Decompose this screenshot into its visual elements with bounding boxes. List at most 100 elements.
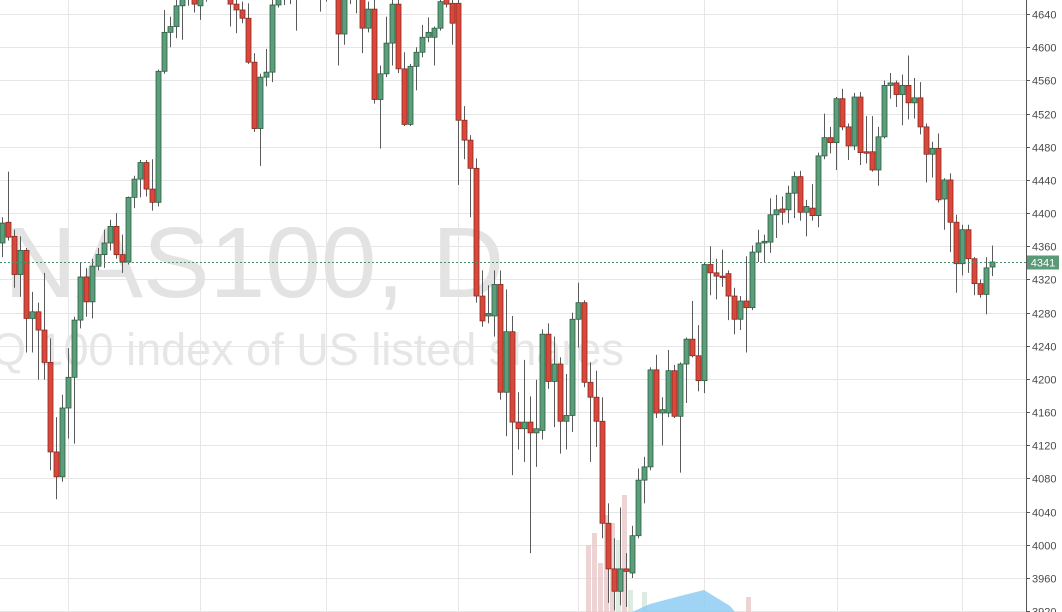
candle-body bbox=[179, 0, 186, 7]
volume-bar bbox=[586, 545, 591, 612]
candle-body bbox=[929, 148, 936, 155]
candle-up bbox=[701, 262, 708, 394]
candle-up bbox=[167, 16, 174, 48]
candle-body bbox=[965, 229, 972, 260]
candle-down bbox=[356, 0, 357, 14]
candle-body bbox=[611, 568, 618, 592]
candle-body bbox=[881, 85, 888, 138]
y-tick-label: 4440 bbox=[1032, 176, 1056, 188]
y-tick-label: 4040 bbox=[1032, 508, 1056, 520]
candle-body bbox=[701, 264, 708, 382]
candle-body bbox=[683, 338, 690, 365]
candle-down bbox=[965, 224, 972, 273]
candle-body bbox=[125, 196, 132, 263]
candle-body bbox=[755, 242, 762, 253]
candle-body bbox=[365, 8, 372, 29]
candle-down bbox=[395, 0, 402, 73]
candle-body bbox=[0, 222, 6, 244]
candle-down bbox=[227, 0, 234, 27]
y-tick-label: 4600 bbox=[1032, 43, 1056, 55]
candle-body bbox=[821, 137, 828, 157]
candle-body bbox=[467, 139, 474, 169]
candle-body bbox=[959, 229, 966, 265]
candle-down bbox=[605, 503, 612, 603]
candle-down bbox=[371, 0, 378, 104]
candle-down bbox=[53, 417, 60, 500]
candle-up bbox=[767, 198, 774, 253]
candle-up bbox=[941, 178, 948, 230]
candle-up bbox=[107, 219, 114, 251]
candle-body bbox=[941, 179, 948, 200]
candle-body bbox=[491, 284, 498, 317]
candle-down bbox=[653, 354, 660, 418]
candle-down bbox=[557, 357, 564, 454]
candle-up bbox=[419, 24, 426, 58]
candle-body bbox=[497, 284, 504, 393]
candle-body bbox=[335, 0, 342, 35]
candle-up bbox=[851, 92, 858, 151]
candle-down bbox=[797, 170, 804, 221]
candle-up bbox=[503, 289, 510, 437]
candle-body bbox=[575, 302, 582, 320]
candle-up bbox=[197, 0, 204, 20]
candle-up bbox=[785, 185, 792, 224]
candle-body bbox=[161, 31, 168, 72]
candle-body bbox=[413, 51, 420, 67]
candle-body bbox=[593, 396, 600, 422]
candle-up bbox=[59, 394, 66, 482]
y-tick-label: 4120 bbox=[1032, 441, 1056, 453]
candle-body bbox=[779, 208, 786, 213]
candle-body bbox=[935, 148, 942, 201]
candle-body bbox=[479, 295, 486, 322]
candle-up bbox=[425, 17, 432, 43]
y-tick-label: 4000 bbox=[1032, 541, 1056, 553]
candle-up bbox=[65, 348, 72, 439]
price-axis[interactable]: 3920 3960 4000 4040 4080 4120 4160 4200 4240 4280… bbox=[1026, 10, 1056, 612]
candle-down bbox=[947, 173, 954, 253]
volume-bar bbox=[592, 533, 597, 612]
candle-body bbox=[77, 276, 84, 321]
candle-down bbox=[11, 229, 18, 288]
candle-body bbox=[797, 176, 804, 213]
candle-body bbox=[761, 240, 768, 244]
candle-body bbox=[569, 318, 576, 416]
candle-down bbox=[359, 0, 366, 54]
candle-body bbox=[713, 272, 720, 277]
candle-body bbox=[509, 331, 516, 423]
candle-up bbox=[389, 0, 396, 66]
candle-down bbox=[623, 553, 630, 608]
y-tick-label: 4560 bbox=[1032, 76, 1056, 88]
candle-down bbox=[143, 160, 150, 197]
candle-body bbox=[665, 370, 672, 414]
candle-up bbox=[95, 247, 102, 271]
candle-up bbox=[413, 47, 420, 91]
candle-down bbox=[827, 126, 834, 154]
candle-down bbox=[845, 123, 852, 161]
candle-up bbox=[173, 0, 180, 39]
candle-up bbox=[206, 0, 207, 2]
candle-body bbox=[809, 207, 816, 217]
candle-down bbox=[839, 88, 846, 131]
candle-body bbox=[923, 126, 930, 155]
candle-down bbox=[695, 325, 702, 392]
candle-down bbox=[689, 301, 696, 358]
candle-up bbox=[131, 175, 138, 209]
candle-body bbox=[473, 167, 480, 297]
y-tick-label: 4160 bbox=[1032, 408, 1056, 420]
candle-body bbox=[443, 0, 450, 5]
candle-body bbox=[191, 0, 198, 5]
candle-down bbox=[593, 370, 600, 447]
candle-body bbox=[971, 258, 978, 285]
candle-up bbox=[125, 196, 132, 265]
candle-body bbox=[659, 409, 666, 414]
candle-body bbox=[407, 65, 414, 125]
candle-down bbox=[917, 82, 924, 135]
candle-up bbox=[551, 336, 558, 428]
candle-down bbox=[443, 0, 450, 8]
candle-down bbox=[473, 158, 480, 303]
candle-up bbox=[647, 367, 654, 471]
y-tick-label: 3920 bbox=[1032, 607, 1056, 612]
candle-body bbox=[911, 97, 918, 104]
candle-body bbox=[263, 71, 270, 78]
